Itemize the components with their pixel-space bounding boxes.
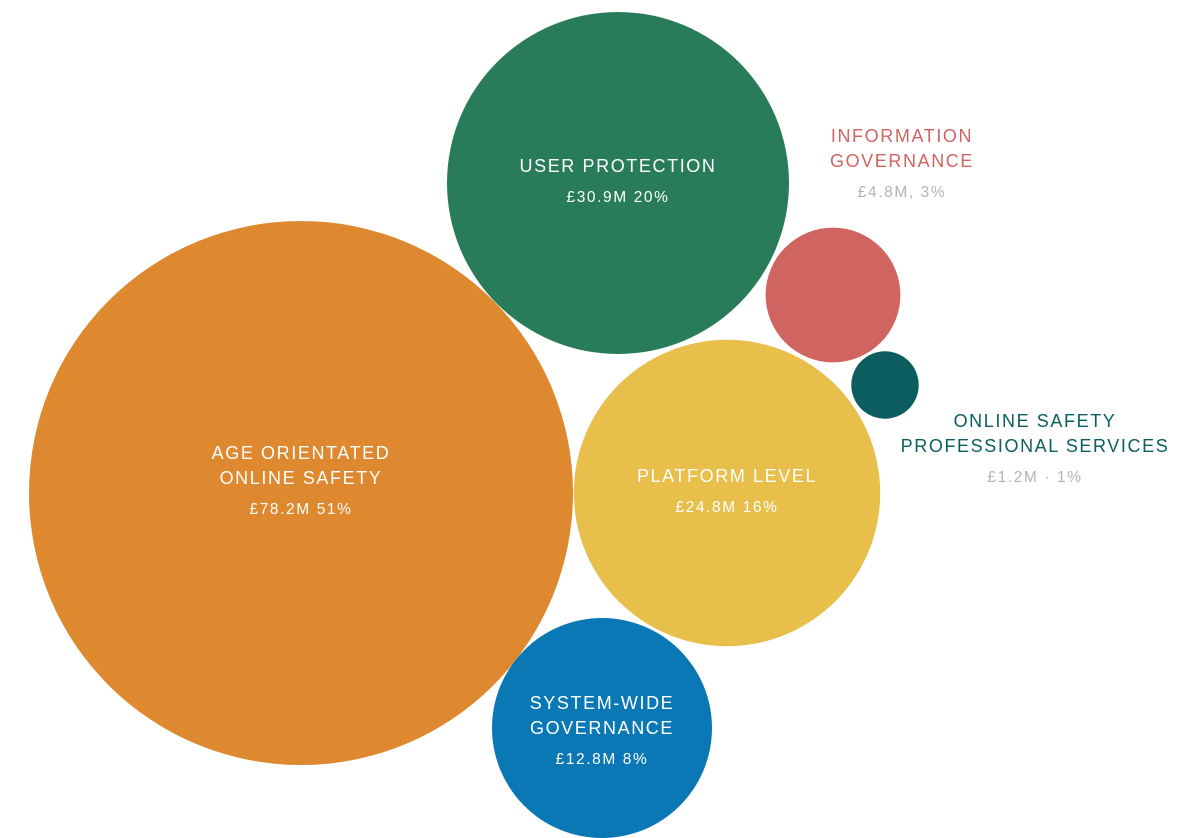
bubble-value-label: £24.8M 16% (675, 499, 778, 516)
bubble-name-label: SYSTEM-WIDE (530, 693, 675, 713)
bubble-user-protection: USER PROTECTION £30.9M 20% (447, 12, 789, 354)
bubble-circle (573, 339, 881, 647)
bubble-circle (851, 351, 919, 419)
bubble-value-label: £78.2M 51% (249, 501, 352, 518)
bubble-name-label: AGE ORIENTATED (212, 443, 391, 463)
bubble-name-label: ONLINE SAFETY (954, 411, 1117, 431)
bubble-age-orientated-online-safety: AGE ORIENTATED ONLINE SAFETY £78.2M 51% (29, 221, 573, 765)
bubble-circle (29, 221, 573, 765)
bubble-name-label: PLATFORM LEVEL (637, 466, 817, 486)
bubble-value-label: £4.8M, 3% (858, 184, 947, 201)
bubble-platform-level: PLATFORM LEVEL £24.8M 16% (573, 339, 881, 647)
bubble-online-safety-professional-services: ONLINE SAFETY PROFESSIONAL SERVICES £1.2M … (851, 351, 1170, 486)
bubble-system-wide-governance: SYSTEM-WIDE GOVERNANCE £12.8M 8% (492, 618, 712, 838)
bubble-name-label: GOVERNANCE (530, 718, 674, 738)
bubble-value-label: £1.2M · 1% (987, 469, 1082, 486)
bubble-name-label: PROFESSIONAL SERVICES (901, 436, 1170, 456)
bubble-name-label: GOVERNANCE (830, 151, 974, 171)
bubble-name-label: INFORMATION (831, 126, 973, 146)
bubble-circle (492, 618, 712, 838)
bubble-circle (765, 227, 901, 363)
bubble-value-label: £30.9M 20% (566, 189, 669, 206)
bubble-name-label: USER PROTECTION (519, 156, 716, 176)
bubble-value-label: £12.8M 8% (556, 751, 649, 768)
bubble-name-label: ONLINE SAFETY (220, 468, 383, 488)
bubble-circle (447, 12, 789, 354)
bubble-information-governance: INFORMATION GOVERNANCE £4.8M, 3% (765, 126, 974, 363)
